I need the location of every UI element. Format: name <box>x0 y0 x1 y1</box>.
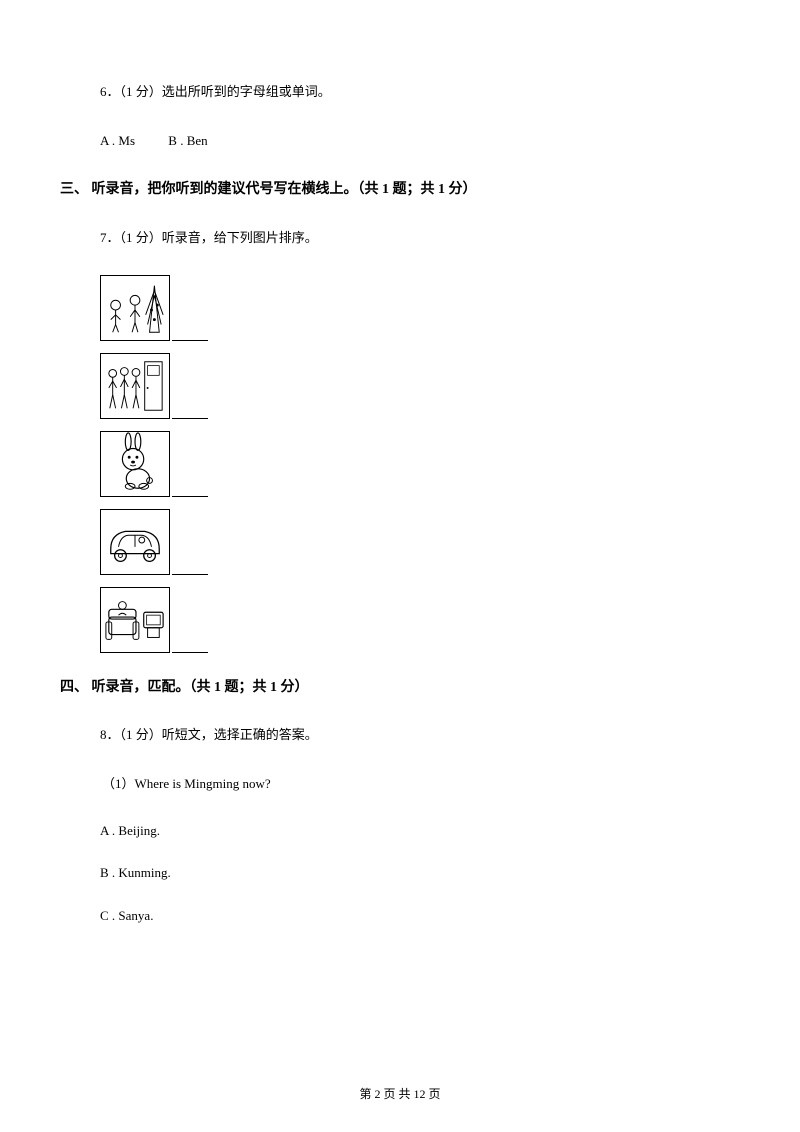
blank-2[interactable] <box>172 418 208 419</box>
image-box-1 <box>100 275 170 341</box>
blank-1[interactable] <box>172 340 208 341</box>
image-box-3 <box>100 431 170 497</box>
image-row-1 <box>60 275 740 341</box>
q8-option-b: B . Kunming. <box>100 861 740 886</box>
image-row-3 <box>60 431 740 497</box>
blank-5[interactable] <box>172 652 208 653</box>
q8-option-a: A . Beijing. <box>100 819 740 844</box>
option-a: A . Ms <box>100 129 135 154</box>
people-door-icon <box>101 354 169 418</box>
image-box-5 <box>100 587 170 653</box>
question-8-text: 8．（1 分）听短文，选择正确的答案。 <box>100 723 740 748</box>
children-tree-icon <box>101 276 169 340</box>
q8-option-c: C . Sanya. <box>100 904 740 929</box>
blank-4[interactable] <box>172 574 208 575</box>
question-6-text: 6．（1 分）选出所听到的字母组或单词。 <box>100 80 740 105</box>
car-icon <box>101 510 169 574</box>
sofa-tv-icon <box>101 588 169 652</box>
image-box-4 <box>100 509 170 575</box>
option-b: B . Ben <box>168 129 207 154</box>
image-row-5 <box>60 587 740 653</box>
image-box-2 <box>100 353 170 419</box>
section-3-header: 三、 听录音，把你听到的建议代号写在横线上。（共 1 题；共 1 分） <box>60 177 740 204</box>
section-4-header: 四、 听录音，匹配。（共 1 题；共 1 分） <box>60 675 740 702</box>
image-row-2 <box>60 353 740 419</box>
question-8-sub1: （1）Where is Mingming now? <box>102 772 740 797</box>
question-6-options: A . Ms B . Ben <box>100 129 740 154</box>
image-row-4 <box>60 509 740 575</box>
blank-3[interactable] <box>172 496 208 497</box>
page-footer: 第 2 页 共 12 页 <box>0 1085 800 1102</box>
question-7-text: 7．（1 分）听录音，给下列图片排序。 <box>100 226 740 251</box>
rabbit-icon <box>101 432 169 496</box>
